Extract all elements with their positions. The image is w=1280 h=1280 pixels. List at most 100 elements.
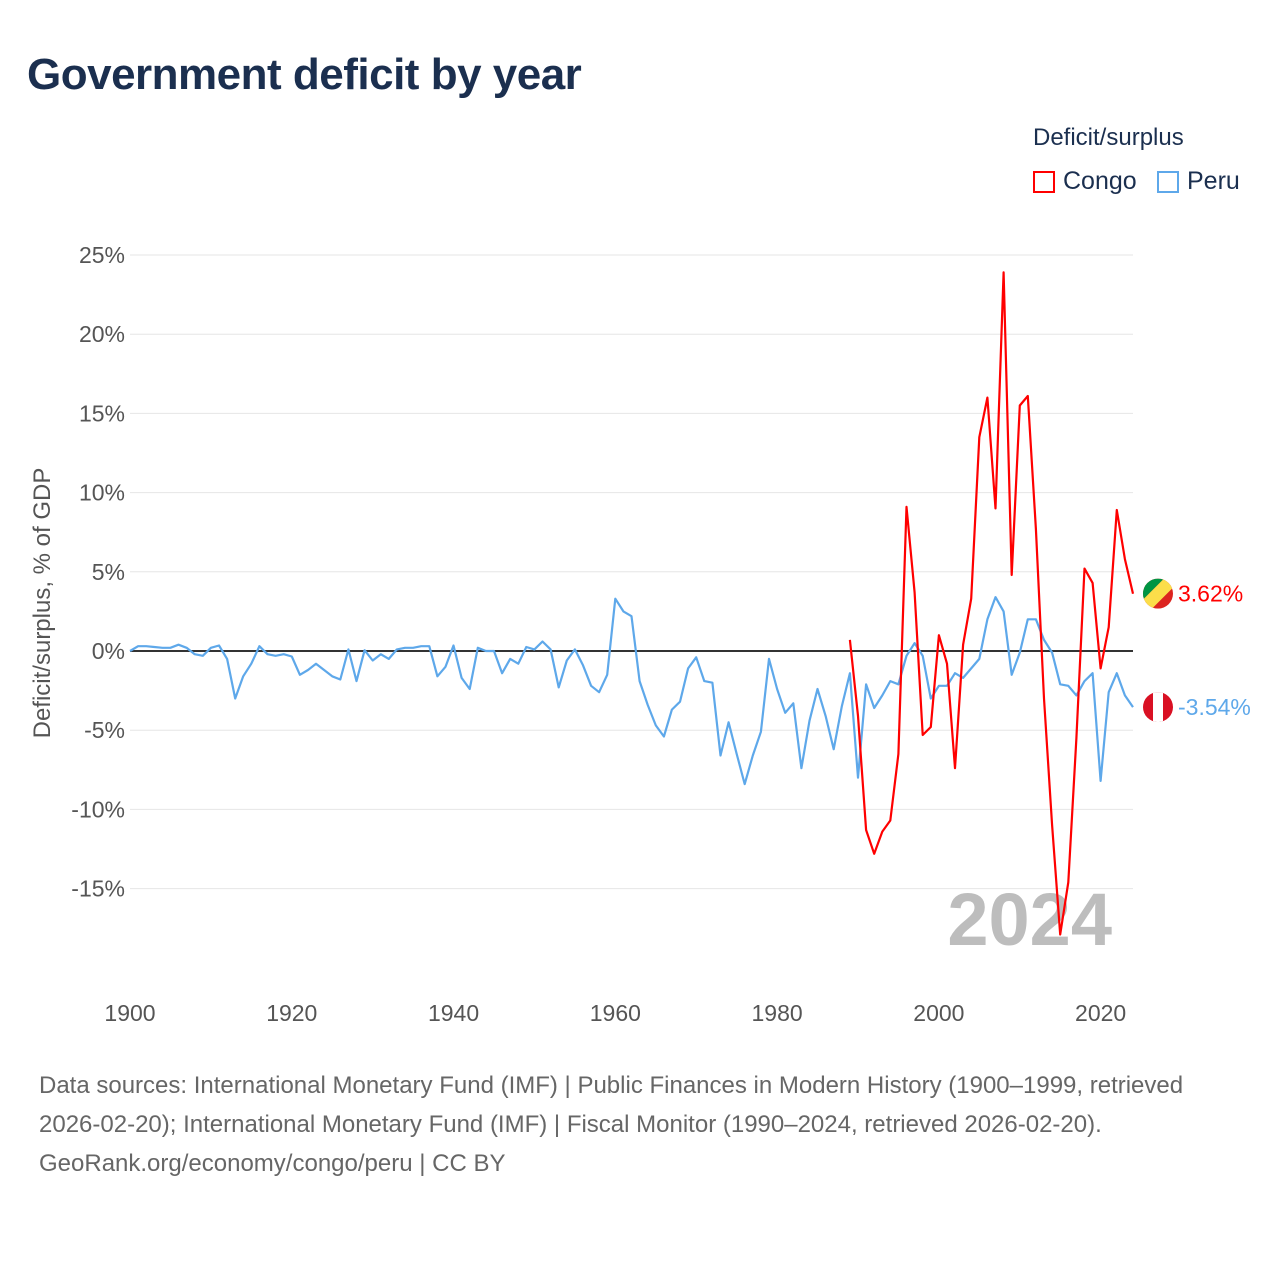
data-point-congo[interactable] xyxy=(928,724,934,730)
data-point-peru[interactable] xyxy=(362,647,368,653)
data-point-peru[interactable] xyxy=(612,596,618,602)
data-point-peru[interactable] xyxy=(289,654,295,660)
data-point-peru[interactable] xyxy=(281,651,287,657)
data-point-congo[interactable] xyxy=(1073,735,1079,741)
data-point-peru[interactable] xyxy=(887,678,893,684)
data-point-peru[interactable] xyxy=(717,753,723,759)
data-point-congo[interactable] xyxy=(912,589,918,595)
series-line-congo[interactable] xyxy=(848,271,1135,936)
data-point-peru[interactable] xyxy=(434,673,440,679)
data-point-peru[interactable] xyxy=(685,665,691,671)
data-point-peru[interactable] xyxy=(855,775,861,781)
data-point-peru[interactable] xyxy=(345,646,351,652)
data-point-peru[interactable] xyxy=(1017,650,1023,656)
data-point-congo[interactable] xyxy=(847,637,853,643)
data-point-peru[interactable] xyxy=(1049,650,1055,656)
data-point-peru[interactable] xyxy=(984,616,990,622)
data-point-peru[interactable] xyxy=(329,673,335,679)
data-point-peru[interactable] xyxy=(709,680,715,686)
data-point-peru[interactable] xyxy=(726,719,732,725)
data-point-peru[interactable] xyxy=(523,644,529,650)
data-point-peru[interactable] xyxy=(774,686,780,692)
data-point-peru[interactable] xyxy=(693,654,699,660)
data-point-peru[interactable] xyxy=(491,648,497,654)
data-point-peru[interactable] xyxy=(410,645,416,651)
data-point-peru[interactable] xyxy=(256,643,262,649)
data-point-peru[interactable] xyxy=(936,683,942,689)
data-point-peru[interactable] xyxy=(1081,678,1087,684)
data-point-peru[interactable] xyxy=(1065,683,1071,689)
data-point-peru[interactable] xyxy=(564,658,570,664)
data-point-congo[interactable] xyxy=(1090,580,1096,586)
data-point-peru[interactable] xyxy=(701,678,707,684)
data-point-congo[interactable] xyxy=(863,827,869,833)
data-point-peru[interactable] xyxy=(305,667,311,673)
data-point-peru[interactable] xyxy=(588,683,594,689)
data-point-congo[interactable] xyxy=(1041,696,1047,702)
legend-item-peru[interactable]: Peru xyxy=(1157,167,1240,196)
data-point-congo[interactable] xyxy=(968,596,974,602)
data-point-peru[interactable] xyxy=(232,696,238,702)
data-point-peru[interactable] xyxy=(321,667,327,673)
data-point-peru[interactable] xyxy=(742,781,748,787)
data-point-congo[interactable] xyxy=(992,505,998,511)
data-point-congo[interactable] xyxy=(960,642,966,648)
data-point-peru[interactable] xyxy=(1090,670,1096,676)
data-point-peru[interactable] xyxy=(831,746,837,752)
data-point-congo[interactable] xyxy=(944,661,950,667)
data-point-congo[interactable] xyxy=(855,713,861,719)
data-point-peru[interactable] xyxy=(904,653,910,659)
data-point-peru[interactable] xyxy=(265,651,271,657)
data-point-peru[interactable] xyxy=(184,645,190,651)
data-point-peru[interactable] xyxy=(806,718,812,724)
data-point-peru[interactable] xyxy=(499,670,505,676)
data-point-peru[interactable] xyxy=(507,656,513,662)
data-point-peru[interactable] xyxy=(871,705,877,711)
data-point-peru[interactable] xyxy=(580,662,586,668)
data-point-peru[interactable] xyxy=(531,646,537,652)
data-point-congo[interactable] xyxy=(1114,507,1120,513)
data-point-congo[interactable] xyxy=(1122,556,1128,562)
data-point-congo[interactable] xyxy=(952,765,958,771)
data-point-peru[interactable] xyxy=(1025,616,1031,622)
data-point-peru[interactable] xyxy=(240,673,246,679)
data-point-peru[interactable] xyxy=(604,672,610,678)
data-point-congo[interactable] xyxy=(887,817,893,823)
data-point-peru[interactable] xyxy=(297,672,303,678)
data-point-congo[interactable] xyxy=(1057,932,1063,938)
data-point-peru[interactable] xyxy=(459,675,465,681)
data-point-peru[interactable] xyxy=(442,664,448,670)
data-point-peru[interactable] xyxy=(451,642,457,648)
data-point-peru[interactable] xyxy=(734,751,740,757)
data-point-congo[interactable] xyxy=(1098,665,1104,671)
data-point-peru[interactable] xyxy=(629,613,635,619)
data-point-congo[interactable] xyxy=(976,434,982,440)
data-point-peru[interactable] xyxy=(847,670,853,676)
data-point-peru[interactable] xyxy=(515,661,521,667)
data-point-peru[interactable] xyxy=(176,642,182,648)
data-point-peru[interactable] xyxy=(1130,704,1136,710)
data-point-congo[interactable] xyxy=(1065,879,1071,885)
data-point-peru[interactable] xyxy=(879,692,885,698)
legend-item-congo[interactable]: Congo xyxy=(1033,167,1137,196)
data-point-peru[interactable] xyxy=(1122,692,1128,698)
data-point-peru[interactable] xyxy=(653,722,659,728)
data-point-peru[interactable] xyxy=(127,648,133,654)
data-point-peru[interactable] xyxy=(782,710,788,716)
data-point-congo[interactable] xyxy=(895,751,901,757)
data-point-peru[interactable] xyxy=(1033,616,1039,622)
data-point-peru[interactable] xyxy=(248,661,254,667)
data-point-peru[interactable] xyxy=(337,677,343,683)
data-point-peru[interactable] xyxy=(750,753,756,759)
data-point-peru[interactable] xyxy=(1001,608,1007,614)
data-point-congo[interactable] xyxy=(920,732,926,738)
data-point-peru[interactable] xyxy=(823,713,829,719)
data-point-peru[interactable] xyxy=(976,656,982,662)
data-point-peru[interactable] xyxy=(192,651,198,657)
data-point-peru[interactable] xyxy=(475,645,481,651)
data-point-peru[interactable] xyxy=(200,653,206,659)
data-point-peru[interactable] xyxy=(540,638,546,644)
data-point-peru[interactable] xyxy=(863,681,869,687)
data-point-peru[interactable] xyxy=(839,703,845,709)
data-point-congo[interactable] xyxy=(1049,822,1055,828)
